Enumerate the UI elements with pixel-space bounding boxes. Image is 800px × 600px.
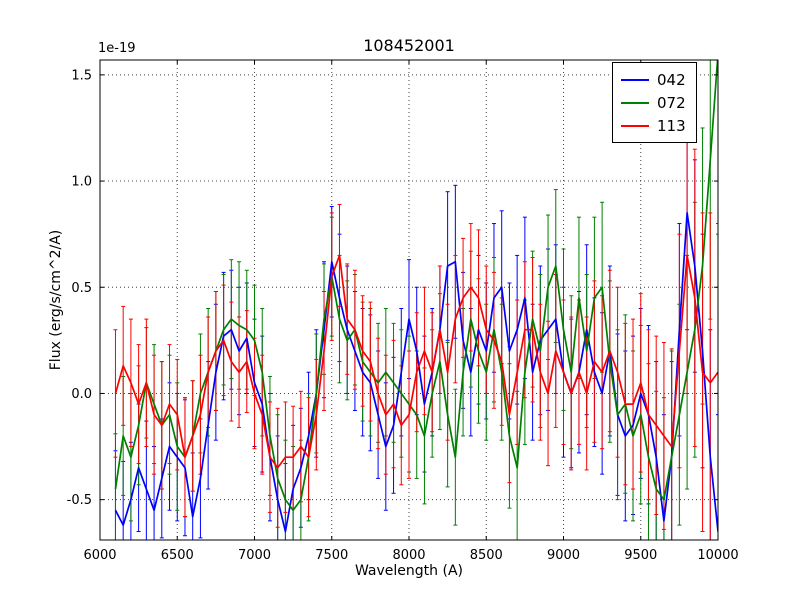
legend-entry: 042 (621, 68, 686, 91)
x-tick-label: 7500 (315, 548, 348, 563)
series-line-113 (114, 254, 718, 469)
chart-title: 108452001 (363, 36, 455, 55)
legend-line-072 (621, 101, 649, 104)
y-tick-label: 0.5 (71, 281, 92, 296)
legend-entry: 113 (621, 114, 686, 137)
y-axis-offset-text: 1e-19 (98, 41, 136, 56)
legend-line-042 (621, 78, 649, 81)
x-axis-label: Wavelength (A) (354, 563, 463, 579)
y-tick-label: 1.0 (71, 175, 92, 190)
y-tick-label: -0.5 (67, 493, 92, 508)
legend-label: 042 (657, 70, 686, 89)
legend-label: 072 (657, 93, 686, 112)
legend-label: 113 (657, 116, 686, 135)
y-tick-label: 1.5 (71, 68, 92, 83)
legend: 042 072 113 (612, 62, 697, 143)
x-tick-label: 7000 (238, 548, 271, 563)
x-tick-label: 8500 (470, 548, 503, 563)
y-tick-label: 0.0 (71, 387, 92, 402)
x-tick-label: 8000 (392, 548, 425, 563)
legend-entry: 072 (621, 91, 686, 114)
x-tick-label: 9500 (624, 548, 657, 563)
x-tick-label: 6000 (83, 548, 116, 563)
x-tick-label: 10000 (697, 548, 738, 563)
legend-line-113 (621, 124, 649, 127)
x-tick-label: 6500 (161, 548, 194, 563)
x-tick-label: 9000 (547, 548, 580, 563)
